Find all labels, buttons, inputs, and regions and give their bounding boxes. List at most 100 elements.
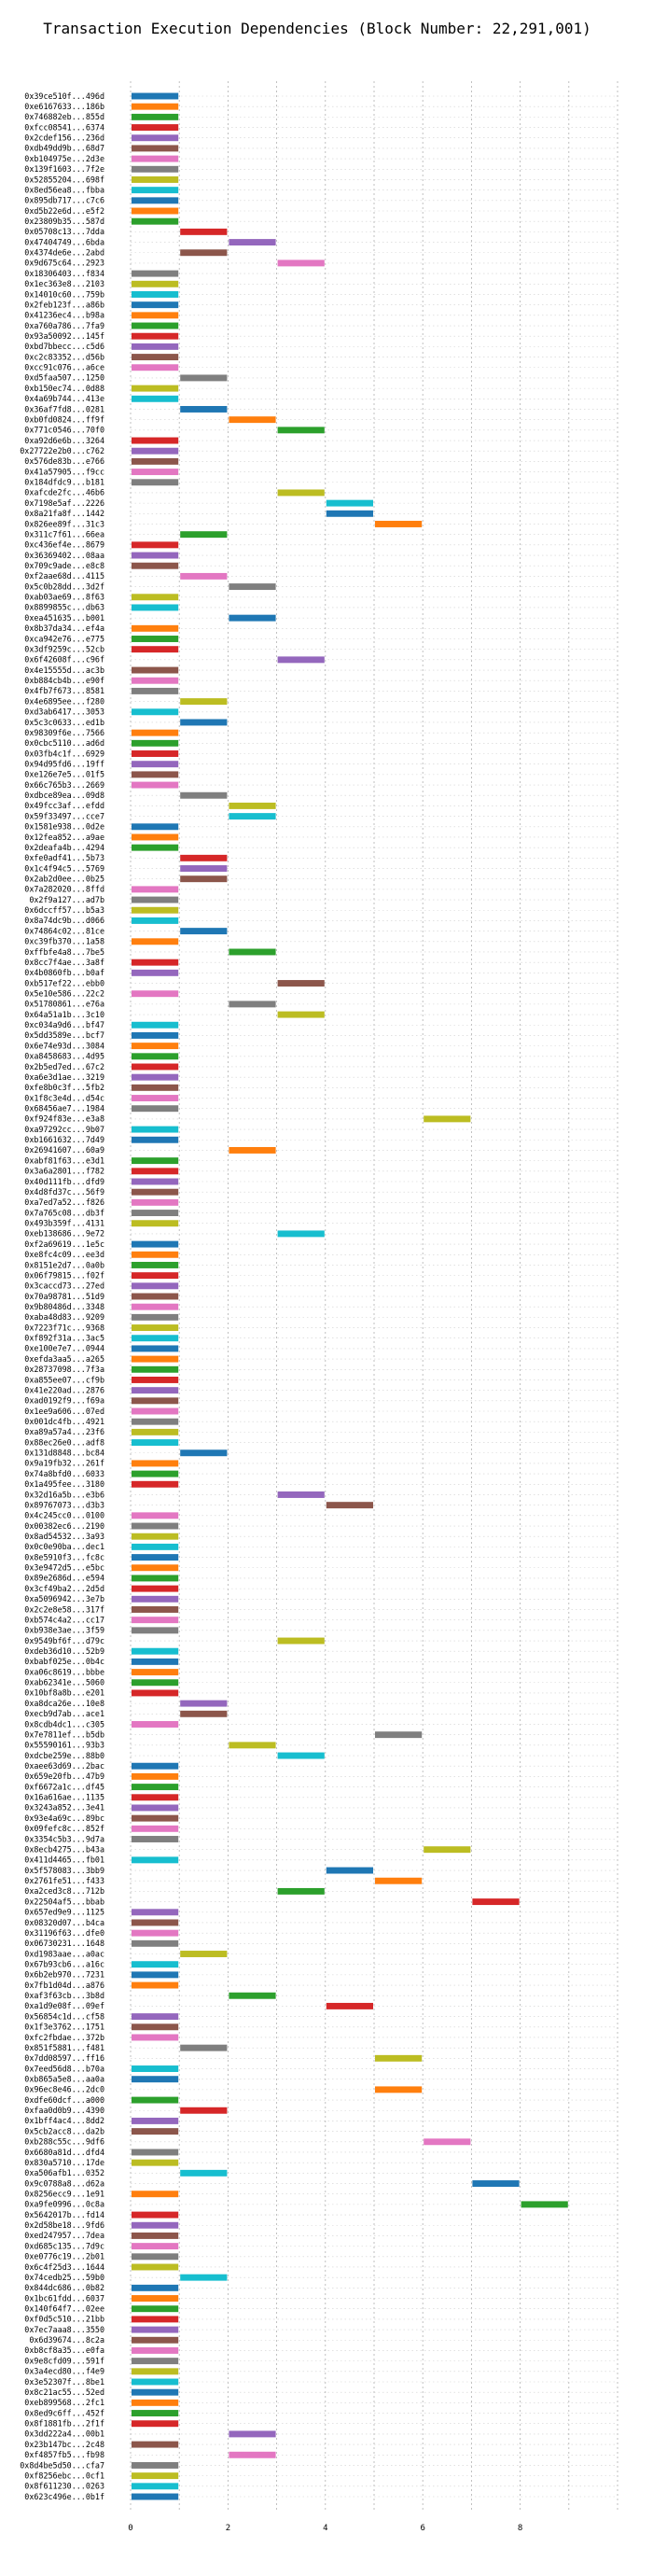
- transaction-bar: [132, 175, 179, 183]
- transaction-bar: [132, 479, 179, 486]
- y-tick-label: 0x4c245cc0...0100: [24, 1511, 104, 1520]
- y-tick-label: 0x1bff4ac4...8dd2: [24, 2116, 104, 2125]
- y-tick-label: 0x47404749...6bda: [24, 237, 104, 246]
- y-tick-label: 0xab03ae69...8f63: [24, 593, 104, 602]
- transaction-bar: [132, 1836, 179, 1842]
- transaction-bar: [132, 990, 179, 998]
- transaction-bar: [180, 228, 228, 235]
- transaction-bar: [132, 1606, 179, 1613]
- y-tick-label: 0x826ee89f...31c3: [24, 519, 104, 528]
- transaction-bar: [132, 886, 179, 893]
- y-tick-label: 0x3dd222a4...00b1: [24, 2429, 104, 2439]
- y-tick-label: 0x64a51a1b...3c10: [24, 1010, 104, 1019]
- y-tick-label: 0x576de83b...e766: [24, 456, 104, 466]
- y-tick-label: 0x7a282020...8ffd: [24, 885, 104, 894]
- transaction-bar: [132, 2441, 179, 2448]
- y-tick-label: 0x36369402...08aa: [24, 551, 104, 560]
- transaction-bar: [180, 374, 228, 382]
- y-tick-label: 0xfe0adf41...5b73: [24, 853, 104, 862]
- y-tick-label: 0x6f42608f...c96f: [24, 655, 104, 665]
- y-tick-label: 0xecb9d7ab...ace1: [24, 1709, 104, 1718]
- transaction-bar: [132, 2368, 179, 2375]
- transaction-bar: [132, 917, 179, 924]
- transaction-bar: [132, 594, 179, 601]
- transaction-bar: [132, 354, 179, 361]
- transaction-bar: [132, 1689, 179, 1697]
- y-tick-label: 0x9a19fb32...261f: [24, 1459, 104, 1468]
- transaction-bar: [132, 1658, 179, 1665]
- transaction-bar: [132, 2358, 179, 2365]
- y-tick-label: 0x184dfdc9...b181: [24, 478, 104, 487]
- y-tick-label: 0xa8dca26e...10e8: [24, 1699, 104, 1708]
- transaction-bar: [180, 406, 228, 413]
- transaction-bar: [132, 270, 179, 277]
- y-tick-label: 0xa92d6e6b...3264: [24, 436, 104, 445]
- transaction-bar: [132, 1909, 179, 1916]
- transaction-bar: [229, 1001, 276, 1008]
- y-tick-label: 0x4b0860fb...b0af: [24, 968, 104, 977]
- y-tick-label: 0x36af7fd8...0281: [24, 404, 104, 413]
- transaction-bar: [180, 531, 228, 539]
- transaction-bar: [132, 1324, 179, 1332]
- y-tick-label: 0x93a50092...145f: [24, 331, 104, 341]
- transaction-bar: [132, 2461, 179, 2469]
- transaction-bar: [375, 1877, 423, 1884]
- transaction-bar: [424, 2138, 471, 2146]
- transaction-bar: [180, 719, 228, 726]
- y-tick-label: 0x6dccff57...b5a3: [24, 905, 104, 915]
- y-tick-label: 0xdb49dd9b...68d7: [24, 144, 104, 153]
- y-tick-label: 0x771c0546...70f0: [24, 426, 104, 435]
- y-tick-label: 0x26941607...60a9: [24, 1145, 104, 1155]
- y-tick-label: 0xf924f83e...e3a8: [24, 1114, 104, 1124]
- y-tick-label: 0x8cc7f4ae...3a8f: [24, 958, 104, 967]
- transaction-bar: [180, 928, 228, 935]
- transaction-bar: [132, 1251, 179, 1258]
- y-tick-label: 0xb1661632...7d49: [24, 1135, 104, 1144]
- y-tick-label: 0xa2ced3c8...712b: [24, 1886, 104, 1896]
- y-tick-label: 0xa06c8619...bbbe: [24, 1667, 104, 1676]
- transaction-bar: [180, 2274, 228, 2281]
- y-tick-label: 0x8c21ac55...52ed: [24, 2387, 104, 2397]
- transaction-bar: [132, 1981, 179, 1989]
- transaction-bar: [132, 636, 179, 642]
- y-tick-label: 0x74cedb25...59b0: [24, 2273, 104, 2282]
- y-tick-label: 0xb574c4a2...cc17: [24, 1615, 104, 1624]
- transaction-bar: [180, 875, 228, 883]
- x-tick-label: 6: [420, 2524, 424, 2533]
- transaction-bar: [132, 1617, 179, 1624]
- y-tick-label: 0x10bf8a8b...e201: [24, 1688, 104, 1698]
- transaction-bar: [132, 2034, 179, 2041]
- y-tick-label: 0xb884cb4b...e90f: [24, 676, 104, 685]
- transaction-bar: [132, 1721, 179, 1728]
- y-tick-label: 0x2deafa4b...4294: [24, 843, 104, 852]
- transaction-bar: [132, 1105, 179, 1113]
- transaction-bar: [132, 332, 179, 340]
- transaction-bar: [132, 2483, 179, 2490]
- transaction-bar: [132, 833, 179, 841]
- transaction-bar: [132, 1543, 179, 1550]
- transaction-bar: [132, 1210, 179, 1217]
- transaction-bar: [132, 541, 179, 549]
- y-tick-label: 0xb517ef22...ebb0: [24, 978, 104, 987]
- transaction-bar: [132, 1261, 179, 1268]
- transaction-bar: [132, 2149, 179, 2156]
- transaction-bar: [132, 1784, 179, 1791]
- y-tick-label: 0xeb138686...9e72: [24, 1229, 104, 1239]
- transaction-bar: [132, 301, 179, 309]
- y-tick-label: 0x55590161...93b3: [24, 1741, 104, 1750]
- transaction-bar: [132, 781, 179, 789]
- y-tick-label: 0xdcbe259e...88b0: [24, 1751, 104, 1760]
- x-tick-label: 0: [128, 2524, 132, 2533]
- y-tick-label: 0xfcc08541...6374: [24, 122, 104, 132]
- y-tick-label: 0x94d95fd6...19ff: [24, 759, 104, 768]
- transaction-bar: [132, 2305, 179, 2313]
- transaction-bar: [132, 1293, 179, 1300]
- transaction-bar: [132, 1313, 179, 1321]
- y-tick-label: 0xa5096942...3e7b: [24, 1594, 104, 1603]
- transaction-bar: [132, 2399, 179, 2406]
- y-tick-label: 0x40d111fb...dfd9: [24, 1177, 104, 1186]
- y-tick-label: 0x7eed56d8...b70a: [24, 2064, 104, 2073]
- transaction-bar: [132, 103, 179, 110]
- y-tick-label: 0x18306403...f834: [24, 269, 104, 278]
- y-tick-label: 0xa9fe0996...0c8a: [24, 2200, 104, 2209]
